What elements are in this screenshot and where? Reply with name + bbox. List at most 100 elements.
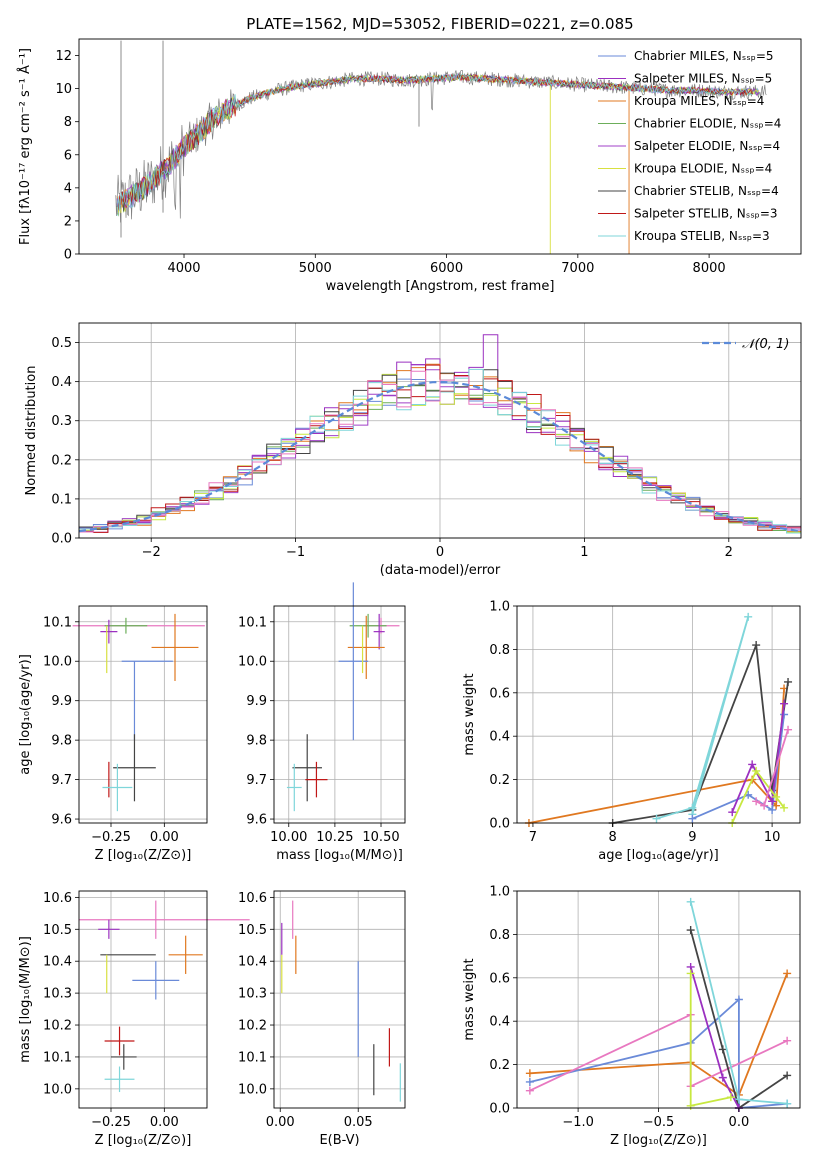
residuals-xtick-label-3: 1 [580,545,588,560]
mwage-pink-marker-2 [784,725,793,734]
spectrum-legend-label-5: Kroupa ELODIE, Nₛₛₚ=4 [634,162,772,176]
residuals-ylabel: Normed distribution [24,366,39,496]
massweight_vs_Z-ytick-label-5: 1.0 [489,885,510,900]
spectrum-axes-frame [78,38,802,255]
residuals-xtick-label-1: −1 [286,545,305,560]
massweight_vs_age-ytick-label-5: 1.0 [489,600,510,615]
mwz-cyan-marker-2 [783,1099,792,1108]
mwage-lime-line [731,769,785,824]
mwage-purple-marker-3 [780,699,789,708]
mwz-blue-marker-2 [734,995,743,1004]
spectrum-legend-label-2: Kroupa MILES, Nₛₛₚ=4 [634,94,764,108]
mwz-lime-marker-1 [686,1101,695,1110]
massweight_vs_Z-xlabel: Z [log₁₀(Z/Z⊙)] [610,1133,707,1148]
mass_vs_ebv-xtick-label-0: 0.00 [266,1115,295,1130]
spectrum-xlabel: wavelength [Angstrom, rest frame] [326,279,555,294]
age_vs_Z-axes-frame [78,605,208,824]
residuals-ytick-label-5: 0.5 [51,336,72,351]
mwage-purple-marker-0 [728,808,737,817]
age_vs_mass-ytick-label-2: 9.8 [246,734,267,749]
age_vs_mass-ytick-label-1: 9.7 [246,773,267,788]
mwz-cyan-marker-0 [686,897,695,906]
spectrum-legend-label-3: Chabrier ELODIE, Nₛₛₚ=4 [634,117,781,131]
massweight_vs_age-xtick-label-2: 9 [688,830,696,845]
age_vs_mass-xtick-label-0: 10.00 [270,830,307,845]
residuals-ytick-label-4: 0.4 [51,375,72,390]
spectrum-legend-label-6: Chabrier STELIB, Nₛₛₚ=4 [634,184,779,198]
spectrum-ytick-label-4: 8 [64,115,72,130]
mwage-lime-marker-3 [780,803,789,812]
age_vs_Z-ytick-label-3: 9.9 [51,694,72,709]
massweight_vs_age-ytick-label-4: 0.8 [489,643,510,658]
legend-layer: Chabrier MILES, Nₛₛₚ=5 Salpeter MILES, Nₛ… [598,49,789,352]
mass_vs_Z-ytick-label-0: 10.0 [43,1082,72,1097]
residual-histogram-step-7 [79,364,801,533]
mwz-cyan-marker-1 [734,1095,743,1104]
mass_vs_Z-ytick-label-6: 10.6 [43,891,72,906]
mass_vs_ebv-ytick-label-1: 10.1 [238,1050,267,1065]
age_vs_Z-ytick-label-2: 9.8 [51,734,72,749]
residuals-ytick-label-3: 0.3 [51,414,72,429]
massweight_vs_age-ytick-label-1: 0.2 [489,773,510,788]
mwage-blue-marker-0 [688,814,697,823]
massweight_vs_Z-ytick-label-0: 0.0 [489,1102,510,1117]
age_vs_mass-xlabel: mass [log₁₀(M/M⊙)] [276,848,403,863]
mass_vs_Z-ytick-label-5: 10.5 [43,923,72,938]
massweight_vs_Z-xtick-label-1: −0.5 [643,1115,675,1130]
mass_vs_ebv-ytick-label-6: 10.6 [238,891,267,906]
massweight_vs_age-ytick-label-0: 0.0 [489,817,510,832]
age_vs_mass-xtick-label-2: 10.50 [362,830,399,845]
residuals-xtick-label-4: 2 [725,545,733,560]
spectrum-xtick-label-4: 8000 [693,261,726,276]
residuals-ytick-label-0: 0.0 [51,532,72,547]
age_vs_mass-ytick-label-5: 10.1 [238,615,267,630]
axes-frames-layer [78,38,802,1109]
spectrum-ytick-label-2: 4 [64,181,72,196]
spectrum-ytick-label-1: 2 [64,214,72,229]
spectrum-model-salpeter_stelib [116,73,753,215]
mass_vs_ebv-ytick-label-4: 10.4 [238,955,267,970]
mwz-dark-marker-3 [783,1071,792,1080]
spectrum-xtick-label-3: 7000 [561,261,594,276]
massweight_vs_Z-xtick-label-0: −1.0 [562,1115,594,1130]
massweight_vs_Z-ytick-label-2: 0.4 [489,1015,510,1030]
mass_vs_Z-xtick-label-1: 0.00 [150,1115,179,1130]
massweight_vs_Z-ytick-label-4: 0.8 [489,928,510,943]
mass_vs_ebv-ytick-label-0: 10.0 [238,1082,267,1097]
age_vs_Z-xtick-label-0: −0.25 [91,830,131,845]
mass_vs_Z-ytick-label-3: 10.3 [43,987,72,1002]
mwz-pink-marker-0 [525,1086,534,1095]
age_vs_Z-ylabel: age [log₁₀(age/yr)] [18,654,33,775]
mwz-purple-marker-1 [718,1073,727,1082]
spectrum-ytick-label-6: 12 [55,49,72,64]
mwage-purple-marker-2 [768,797,777,806]
mwage-lime-marker-1 [752,766,761,775]
mwage-purple-line [731,703,785,813]
spectrum-legend-label-8: Kroupa STELIB, Nₛₛₚ=3 [634,229,770,243]
massweight_vs_age-ytick-label-2: 0.4 [489,730,510,745]
mwage-cyan-line [656,616,750,820]
spectrum-model-kroupa_stelib [116,73,753,216]
mwage-pink-marker-1 [760,801,769,810]
massweight_vs_age-ytick-label-3: 0.6 [489,686,510,701]
mwage-pink-marker-0 [752,797,761,806]
mass_vs_Z-ylabel: mass [log₁₀(M/M⊙)] [18,936,33,1063]
mwage-dark-marker-4 [784,677,793,686]
mass_vs_ebv-ytick-label-5: 10.5 [238,923,267,938]
massweight_vs_Z-ytick-label-1: 0.2 [489,1058,510,1073]
mass_vs_Z-xlabel: Z [log₁₀(Z/Z⊙)] [95,1133,192,1148]
axis-labels-layer: wavelength [Angstrom, rest frame] Flux [f… [17,15,719,1148]
normal-distribution-curve [78,380,802,533]
age_vs_Z-ytick-label-5: 10.1 [43,615,72,630]
massweight_vs_Z-ytick-label-3: 0.6 [489,971,510,986]
mass_vs_Z-ytick-label-4: 10.4 [43,955,72,970]
residual-legend-label: 𝒩(0, 1) [742,337,789,352]
spectrum-legend-label-4: Salpeter ELODIE, Nₛₛₚ=4 [634,139,780,153]
massweight_vs_age-xtick-label-0: 7 [529,830,537,845]
mwz-dark-marker-0 [686,926,695,935]
age_vs_Z-xtick-label-1: 0.00 [150,830,179,845]
residuals-ytick-label-1: 0.1 [51,492,72,507]
mwage-blue-marker-3 [780,710,789,719]
